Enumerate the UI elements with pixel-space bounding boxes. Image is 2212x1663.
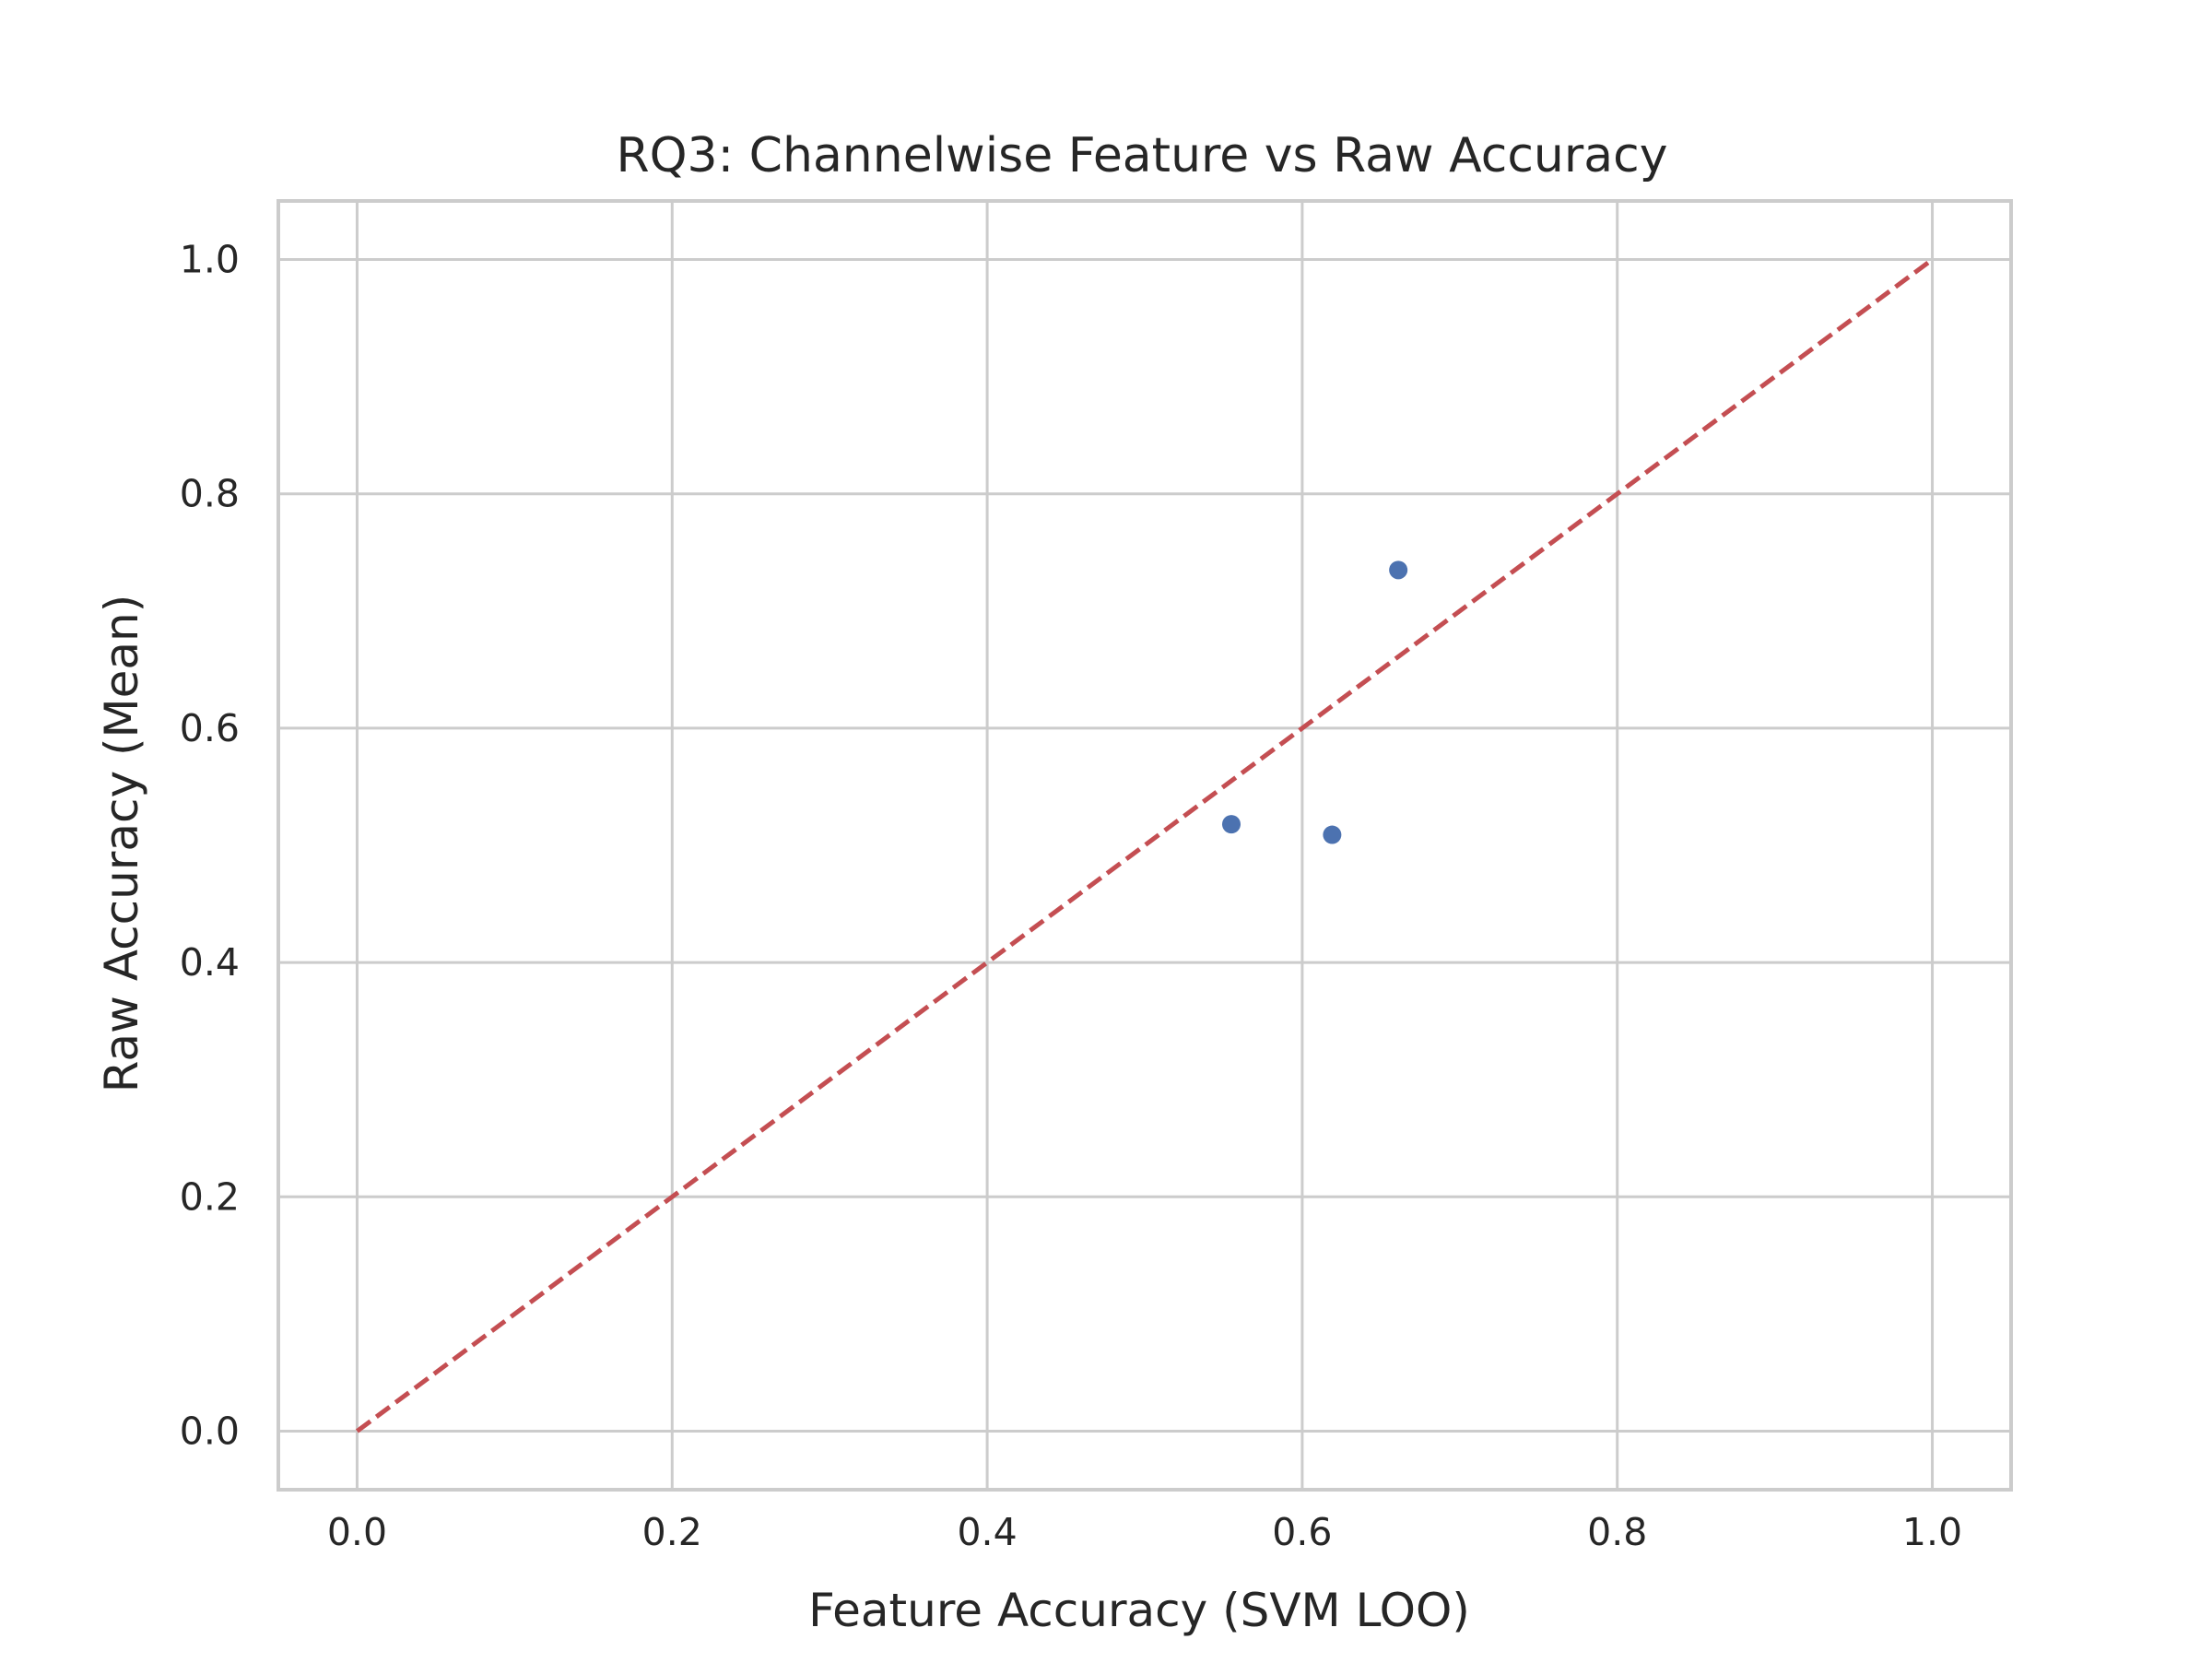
x-tick-label: 0.8 — [1587, 1510, 1647, 1554]
y-axis-label: Raw Accuracy (Mean) — [95, 595, 148, 1092]
y-tick-label: 0.2 — [180, 1174, 240, 1219]
x-tick-label: 0.0 — [327, 1510, 387, 1554]
plot-spines — [276, 199, 2013, 1492]
y-tick-label: 0.4 — [180, 940, 240, 985]
tick-labels: 0.0 0.2 0.4 0.6 0.8 1.0 0.0 0.2 0.4 0.6 0.8 1.0 — [180, 238, 1962, 1554]
x-tick-label: 0.6 — [1272, 1510, 1332, 1554]
grid — [278, 201, 2011, 1490]
data-point — [1389, 560, 1408, 580]
reference-line-layer — [355, 257, 1935, 1433]
y-tick-label: 0.6 — [180, 706, 240, 750]
chart-title: RQ3: Channelwise Feature vs Raw Accuracy — [616, 128, 1667, 183]
reference-line — [355, 257, 1935, 1433]
y-tick-label: 0.0 — [180, 1409, 240, 1453]
x-axis-label: Feature Accuracy (SVM LOO) — [808, 1584, 1470, 1637]
y-tick-label: 1.0 — [180, 238, 240, 282]
x-tick-label: 1.0 — [1902, 1510, 1962, 1554]
x-tick-label: 0.2 — [642, 1510, 702, 1554]
data-point — [1222, 815, 1241, 834]
data-points — [1222, 560, 1408, 844]
plot-background — [278, 201, 2011, 1490]
plot-frame — [276, 199, 2013, 1492]
data-point — [1323, 825, 1342, 844]
y-tick-label: 0.8 — [180, 472, 240, 516]
x-tick-label: 0.4 — [957, 1510, 1017, 1554]
